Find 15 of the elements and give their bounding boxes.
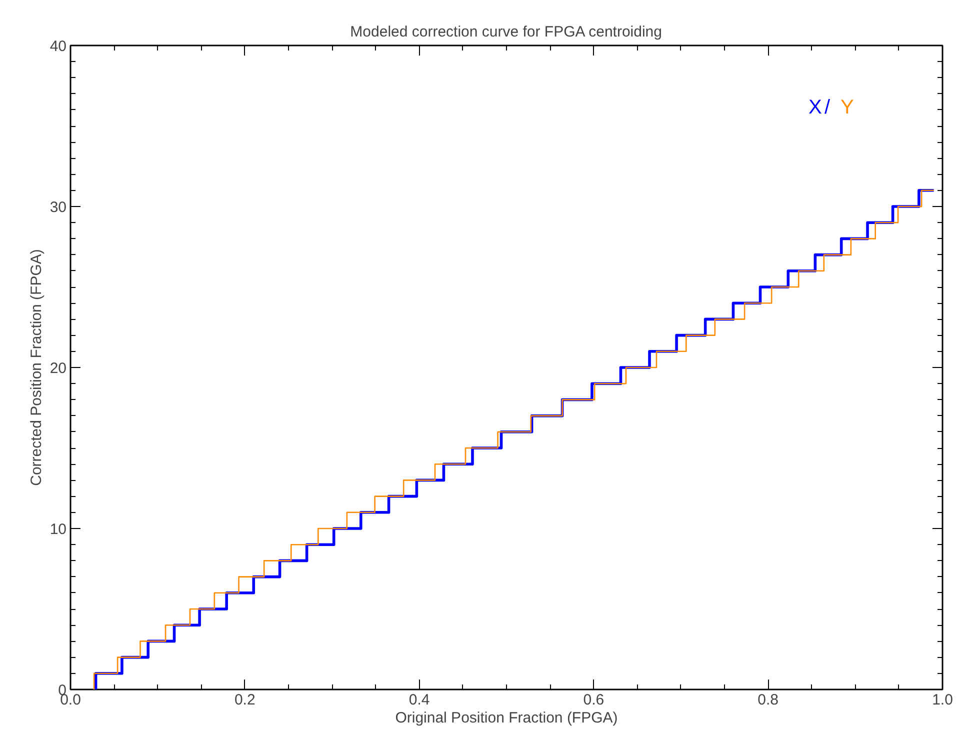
text: Y <box>840 96 854 118</box>
x-axis-title: Original Position Fraction (FPGA) <box>395 710 618 726</box>
y-tick-label: 30 <box>50 199 67 216</box>
x-tick-label: 0.2 <box>234 692 256 708</box>
y-tick-label: 40 <box>50 38 67 55</box>
chart-title: Modeled correction curve for FPGA centroiding <box>350 24 662 40</box>
y-tick-label: 20 <box>50 360 67 377</box>
text: X <box>808 96 822 118</box>
x-tick-label: 1.0 <box>932 692 953 708</box>
x-tick-label: 0.8 <box>758 692 779 708</box>
annotation: / <box>824 96 830 118</box>
y-tick-label: 10 <box>50 521 67 538</box>
x-tick-label: 0.4 <box>408 692 430 708</box>
x-tick-label: 0.6 <box>583 692 604 708</box>
y-axis-title: Corrected Position Fraction (FPGA) <box>28 249 45 486</box>
